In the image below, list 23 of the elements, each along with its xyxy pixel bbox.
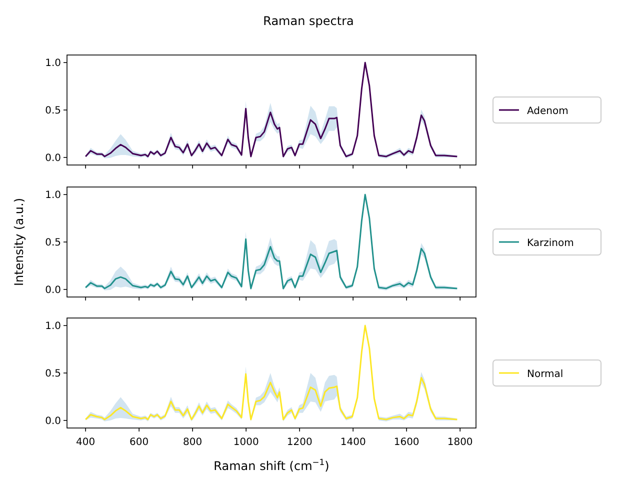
x-tick-label: 1200 [286,437,312,448]
y-axis-title: Intensity (a.u.) [12,198,26,286]
legend-label: Normal [527,369,564,380]
y-tick-label: 0.0 [45,416,61,427]
x-tick-label: 1000 [233,437,259,448]
chart-title: Raman spectra [263,14,354,28]
y-tick-label: 0.5 [45,238,61,248]
y-tick-label: 1.0 [45,58,61,70]
y-tick-label: 0.0 [45,152,61,164]
x-axis-title: Raman shift (cm$^{−1}$) [214,457,330,473]
legend-label: Adenom [527,106,568,117]
x-tick-label: 400 [76,437,96,448]
x-tick-label: 1800 [447,437,473,448]
x-tick-label: 800 [183,437,202,448]
y-tick-label: 0.0 [45,284,61,296]
y-tick-label: 0.5 [45,106,61,116]
y-tick-label: 1.0 [45,321,61,332]
y-tick-label: 0.5 [45,368,61,380]
x-tick-label: 600 [130,437,149,448]
y-tick-label: 1.0 [45,190,61,202]
x-tick-label: 1600 [394,437,420,448]
legend-label: Karzinom [527,238,574,249]
x-tick-label: 1400 [340,437,366,448]
